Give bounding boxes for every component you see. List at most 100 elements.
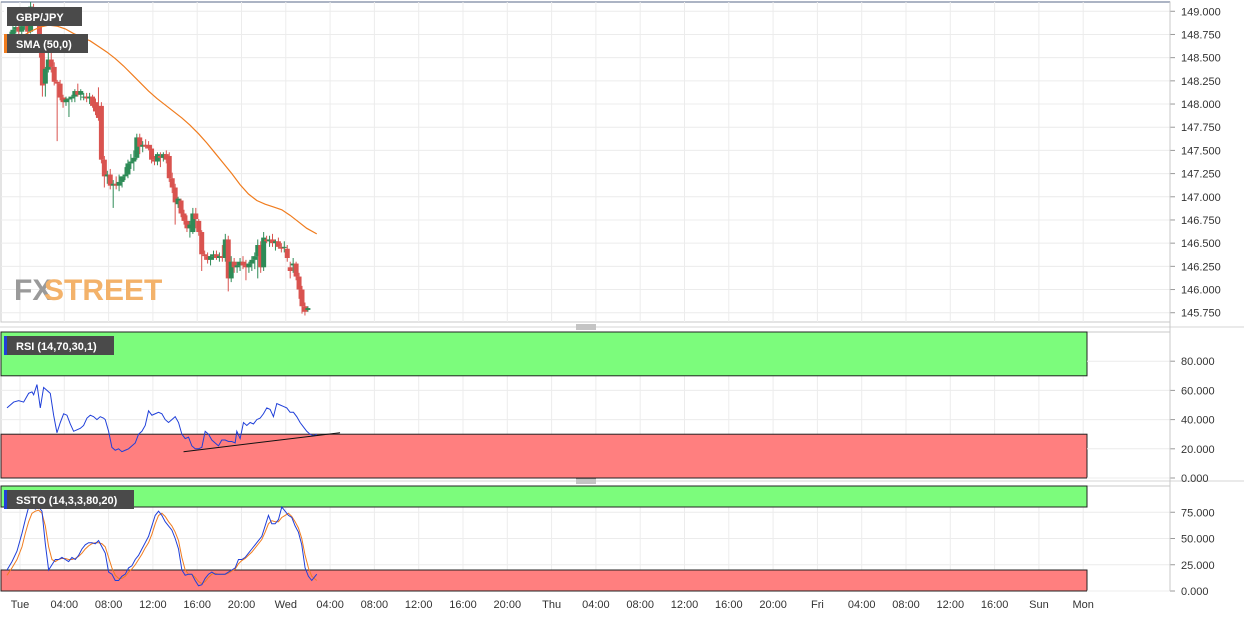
candle-body [90, 96, 96, 106]
candle-body [267, 239, 273, 242]
ssto-badge: SSTO (14,3,3,80,20) [4, 490, 134, 509]
candle-body [275, 241, 281, 247]
candle-body [160, 154, 166, 158]
sma-badge-accent [4, 34, 7, 53]
time-axis-label: 16:00 [981, 599, 1009, 611]
candle-body [222, 239, 228, 258]
rsi-label: RSI (14,70,30,1) [16, 341, 97, 353]
time-axis-label: Fri [811, 599, 824, 611]
candle-body [101, 159, 107, 177]
candle-body [69, 96, 75, 99]
time-axis-label: Tue [11, 599, 30, 611]
ssto-label: SSTO (14,3,3,80,20) [16, 495, 118, 507]
price-axis-label: 148.500 [1181, 53, 1221, 65]
time-axis-label: 16:00 [449, 599, 477, 611]
candle-body [78, 91, 84, 95]
candle-body [107, 174, 113, 186]
time-axis-label: 16:00 [183, 599, 211, 611]
candle-body [234, 265, 240, 268]
candle-body [48, 59, 54, 67]
time-axis-label: 12:00 [937, 599, 965, 611]
candle-body [110, 183, 116, 186]
rsi-axis-label: 80.000 [1181, 356, 1215, 368]
candle-body [302, 306, 308, 312]
time-axis-label: Sun [1029, 599, 1049, 611]
time-axis-label: 04:00 [316, 599, 344, 611]
time-axis-label: 20:00 [494, 599, 522, 611]
candle-body [154, 154, 160, 162]
ssto-oversold-zone [0, 569, 1088, 592]
rsi-oversold-zone [0, 433, 1088, 479]
candle-body [131, 157, 137, 162]
price-axis-label: 147.750 [1181, 122, 1221, 134]
candle-body [264, 239, 270, 242]
candle-body [54, 81, 60, 84]
candle-body [16, 27, 22, 32]
candle-body [249, 259, 255, 264]
candle-body [175, 198, 181, 205]
candle-body [169, 178, 175, 188]
candle-body [51, 66, 57, 82]
candle-body [213, 254, 219, 258]
time-axis-label: 08:00 [626, 599, 654, 611]
candle-body [140, 144, 146, 147]
candle-body [113, 183, 119, 186]
candle-body [60, 97, 66, 103]
ssto-axis-label: 75.000 [1181, 507, 1215, 519]
ssto-d-line [6, 509, 318, 585]
watermark-fx: FX [14, 274, 52, 307]
candle-body [125, 163, 131, 175]
candle-body [278, 246, 284, 249]
price-axis-label: 147.250 [1181, 169, 1221, 181]
watermark-street: STREET [44, 274, 162, 307]
sma-line [7, 24, 318, 235]
candle-body [104, 174, 110, 177]
time-axis-label: 12:00 [139, 599, 167, 611]
price-axis-label: 148.000 [1181, 99, 1221, 111]
time-axis-label: Wed [275, 599, 297, 611]
candle-body [143, 144, 149, 147]
candle-body [293, 263, 299, 277]
candle-body [66, 98, 72, 100]
ssto-axis-label: 0.000 [1181, 586, 1209, 598]
time-axis-label: 08:00 [361, 599, 389, 611]
candle-body [134, 137, 140, 158]
candle-body [75, 91, 81, 95]
price-axis-label: 146.500 [1181, 238, 1221, 250]
candle-body [157, 155, 163, 158]
candle-body [122, 174, 128, 177]
candle-body [270, 239, 275, 244]
candle-body [137, 137, 143, 147]
candle-body [81, 96, 87, 98]
candle-body [272, 241, 278, 244]
candle-body [252, 256, 258, 260]
price-axis-label: 146.750 [1181, 215, 1221, 227]
sma-badge-bg [4, 34, 88, 53]
rsi-trendline [183, 432, 341, 453]
rsi-axis-label: 60.000 [1181, 385, 1215, 397]
ssto-axis-label: 50.000 [1181, 534, 1215, 546]
candle-body [93, 102, 98, 112]
candle-body [95, 105, 101, 118]
candle-body [116, 181, 122, 186]
rsi-axis-label: 20.000 [1181, 444, 1215, 456]
candle-body [287, 267, 293, 271]
candle-body [231, 261, 237, 268]
candle-body [284, 248, 290, 258]
candle-body [225, 239, 231, 279]
ssto-badge-accent [4, 490, 7, 509]
sma-badge: SMA (50,0) [4, 34, 88, 53]
candle-body [305, 308, 311, 310]
candle-body [10, 29, 16, 36]
candle-body [13, 27, 19, 30]
candle-body [261, 237, 267, 268]
time-axis-label: Thu [542, 599, 561, 611]
candle-body [119, 176, 125, 182]
candle-body [57, 83, 63, 98]
candle-body [193, 213, 199, 220]
price-axis-label: 148.250 [1181, 76, 1221, 88]
candle-body [216, 256, 222, 258]
rsi-badge: RSI (14,70,30,1) [4, 336, 114, 355]
price-axis-label: 145.750 [1181, 308, 1221, 320]
candle-body [163, 154, 169, 160]
